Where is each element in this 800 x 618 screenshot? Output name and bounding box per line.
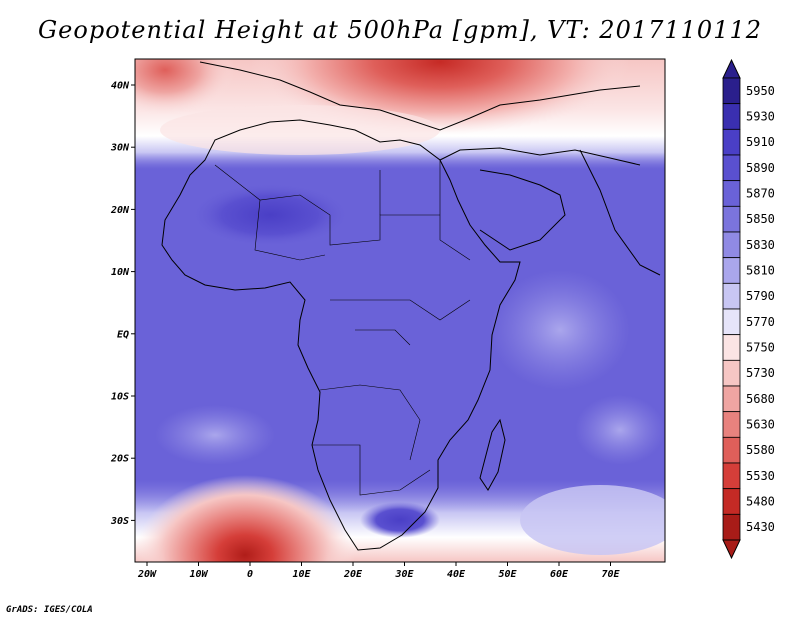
country-borders <box>214 160 471 496</box>
colorbar-swatch <box>722 411 741 438</box>
colorbar-label: 5890 <box>746 161 775 175</box>
colorbar-label: 5430 <box>746 520 775 534</box>
lat-tick-label: 30S <box>110 516 129 527</box>
colorbar-label: 5810 <box>746 264 775 278</box>
colorbar-swatch <box>722 282 741 310</box>
colorbar-label: 5580 <box>746 443 775 457</box>
lon-tick-label: 60E <box>550 569 569 580</box>
lat-tick-label: 40N <box>111 81 130 92</box>
lat-tick-label: EQ <box>117 329 129 340</box>
colorbar-swatch <box>722 308 741 336</box>
lon-tick-label: 70E <box>601 569 620 580</box>
colorbar-swatch <box>722 436 741 464</box>
lat-tick-label: 20S <box>110 454 129 465</box>
colorbar-label: 5930 <box>746 110 775 124</box>
lat-tick-label: 20N <box>110 205 130 216</box>
lat-axis: 40N 30N 20N 10N EQ 10S 20S 30S <box>110 81 135 527</box>
colorbar-swatch <box>722 154 741 182</box>
colorbar-label: 5790 <box>746 289 775 303</box>
colorbar-swatch <box>722 231 741 259</box>
lat-tick-label: 30N <box>110 143 130 154</box>
chart-title: Geopotential Height at 500hPa [gpm], VT:… <box>38 16 762 44</box>
lon-axis: 20W 10W 0 10E 20E 30E 40E 50E 60E 70E <box>137 562 621 580</box>
colorbar-label: 5730 <box>746 366 775 380</box>
lon-tick-label: 0 <box>247 569 253 580</box>
lon-tick-label: 10W <box>189 569 208 580</box>
colorbar-swatch <box>722 359 741 387</box>
colorbar-label: 5910 <box>746 135 775 149</box>
colorbar-swatch <box>722 462 741 490</box>
lat-tick-label: 10S <box>111 392 129 403</box>
colorbar-label: 5830 <box>746 238 775 252</box>
colorbar-label: 5950 <box>746 84 775 98</box>
colorbar-label: 5770 <box>746 315 775 329</box>
colorbar-swatch <box>722 180 741 207</box>
colorbar-swatch <box>722 488 741 515</box>
colorbar-swatch <box>722 128 741 156</box>
height-field <box>135 59 665 562</box>
lon-tick-label: 50E <box>498 569 517 580</box>
colorbar-top-arrow <box>722 58 741 79</box>
colorbar-label: 5630 <box>746 418 775 432</box>
colorbar-label: 5480 <box>746 495 775 509</box>
lon-tick-label: 20E <box>343 569 363 580</box>
lon-tick-label: 20W <box>137 569 157 580</box>
colorbar-label: 5680 <box>746 392 775 406</box>
colorbar-swatch <box>722 385 741 413</box>
colorbar-label: 5850 <box>746 212 775 226</box>
colorbar-swatch <box>722 205 741 233</box>
colorbar-swatch <box>722 257 741 284</box>
colorbar-bottom-arrow <box>722 539 741 560</box>
grads-credit: GrADS: IGES/COLA <box>6 605 93 615</box>
colorbar-swatch <box>722 513 741 541</box>
colorbar-label: 5870 <box>746 187 775 201</box>
lon-tick-label: 40E <box>447 569 466 580</box>
colorbar-label: 5530 <box>746 469 775 483</box>
map-frame <box>134 58 666 563</box>
lat-tick-label: 10N <box>111 267 130 278</box>
colorbar-label: 5750 <box>746 341 775 355</box>
colorbar-swatch <box>722 334 741 361</box>
colorbar-swatch <box>722 77 741 105</box>
colorbar: 5950 5930 5910 5890 5870 5850 5830 5810 5790 5770… <box>722 58 775 560</box>
lon-tick-label: 30E <box>394 569 414 580</box>
colorbar-swatch <box>722 103 741 130</box>
lon-tick-label: 10E <box>292 569 311 580</box>
coastlines <box>161 61 661 551</box>
